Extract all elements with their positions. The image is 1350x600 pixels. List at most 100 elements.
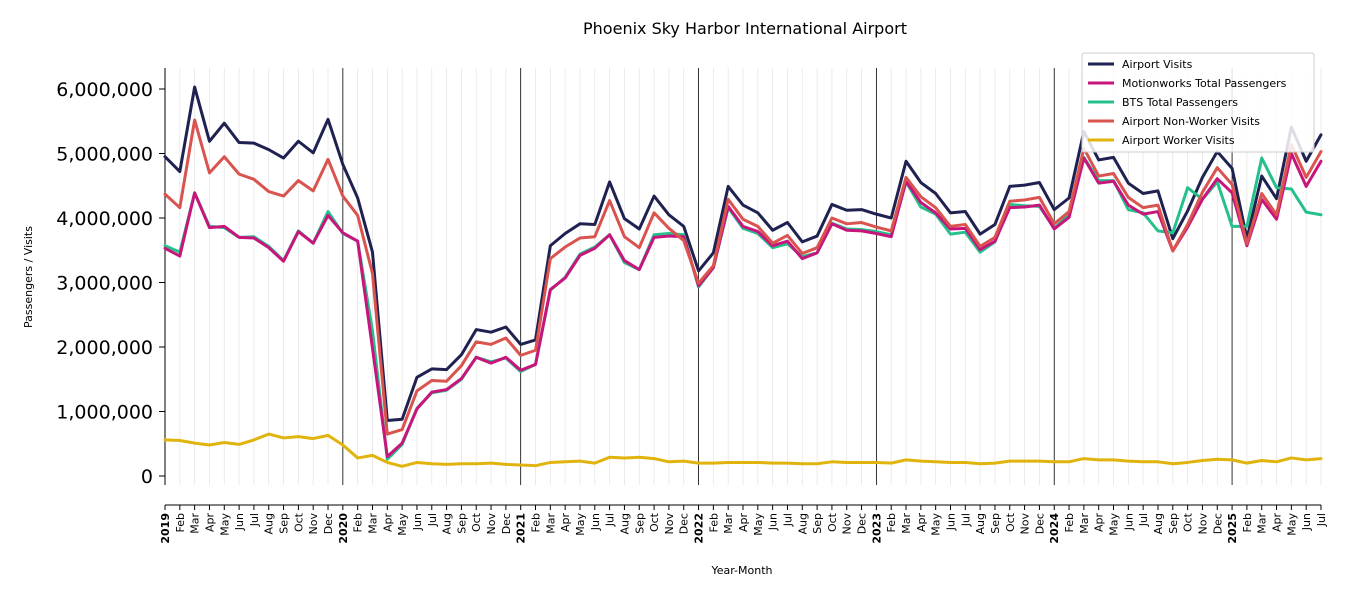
x-tick-month-label: May [752,513,765,536]
legend-label: Airport Non-Worker Visits [1122,115,1260,128]
legend-label: BTS Total Passengers [1122,96,1238,109]
x-tick-month-label: Apr [915,513,928,533]
x-tick-month-label: Mar [722,513,735,534]
x-tick-month-label: Sep [811,513,824,534]
x-tick-month-label: Aug [441,513,454,534]
y-axis-label: Passengers / Visits [22,226,35,328]
legend-box [1081,52,1315,153]
x-tick-month-label: Feb [352,513,365,532]
x-tick-month-label: Mar [544,513,557,534]
x-tick-month-label: Apr [381,513,394,533]
x-tick-month-label: Sep [633,513,646,534]
x-tick-month-label: Jul [1315,513,1328,527]
x-tick-month-label: May [396,513,409,536]
x-tick-month-label: Jun [589,513,602,531]
x-tick-month-label: Oct [1004,512,1017,532]
x-tick-month-label: Feb [707,513,720,532]
x-tick-month-label: Nov [1196,513,1209,535]
x-tick-year-label: 2019 [159,513,172,544]
y-tick-label: 5,000,000 [56,144,153,166]
x-tick-month-label: Jul [959,513,972,527]
x-tick-month-label: Jul [781,513,794,527]
x-tick-month-label: Jul [1137,513,1150,527]
y-tick-label: 6,000,000 [56,79,153,101]
x-tick-month-label: Sep [1167,513,1180,534]
x-tick-month-label: Apr [737,513,750,533]
x-tick-month-label: Jun [1122,513,1135,531]
x-tick-month-label: Apr [1271,513,1284,533]
x-tick-month-label: Oct [470,512,483,532]
series-line-airport-non-worker-visits [163,118,1323,436]
x-tick-month-label: Jul [604,513,617,527]
x-tick-year-label: 2025 [1226,513,1239,544]
x-tick-month-label: Jun [767,513,780,531]
x-tick-month-label: May [218,513,231,536]
x-tick-month-label: Dec [1211,513,1224,534]
x-tick-month-label: Nov [307,513,320,535]
x-tick-month-label: Jun [233,513,246,531]
x-tick-month-label: Sep [989,513,1002,534]
x-tick-month-label: Apr [203,513,216,533]
series-line-airport-visits [163,85,1323,423]
x-tick-month-label: Dec [1033,513,1046,534]
x-tick-month-label: May [930,513,943,536]
x-tick-month-label: Oct [826,512,839,532]
x-tick-month-label: Mar [189,513,202,534]
x-tick-month-label: Nov [485,513,498,535]
x-tick-month-label: Mar [1256,513,1269,534]
x-tick-year-label: 2022 [693,513,706,544]
legend: Airport Visits Motionworks Total Passenge… [1081,52,1315,153]
x-tick-month-label: Dec [500,513,513,534]
x-tick-month-label: Nov [841,513,854,535]
x-tick-month-label: May [574,513,587,536]
x-tick-month-label: Mar [1078,513,1091,534]
y-tick-label: 4,000,000 [56,208,153,230]
y-tick-label: 2,000,000 [56,337,153,359]
x-tick-month-label: Feb [1241,513,1254,532]
series-line-motionworks-total-passengers [163,152,1323,459]
x-axis-label: Year-Month [710,564,772,577]
x-tick-month-label: Apr [559,513,572,533]
x-tick-month-label: Sep [455,513,468,534]
x-tick-month-label: Mar [900,513,913,534]
x-tick-month-label: May [1285,513,1298,536]
series-lines [163,85,1323,468]
x-tick-month-label: Aug [618,513,631,534]
x-tick-month-label: Jul [426,513,439,527]
x-tick-month-label: Feb [1063,513,1076,532]
x-tick-year-label: 2023 [870,513,883,544]
y-axis: 0 1,000,000 2,000,000 3,000,000 4,000,000 5,0… [56,68,166,488]
legend-label: Airport Visits [1122,58,1193,71]
legend-label: Motionworks Total Passengers [1122,77,1287,90]
x-tick-month-label: Aug [1152,513,1165,534]
x-tick-year-label: 2021 [515,513,528,544]
x-tick-month-label: Feb [885,513,898,532]
y-tick-label: 3,000,000 [56,273,153,295]
chart-title: Phoenix Sky Harbor International Airport [583,19,907,38]
y-tick-label: 0 [141,466,153,488]
x-tick-month-label: Aug [263,513,276,534]
x-tick-month-label: Dec [856,513,869,534]
x-tick-month-label: May [1108,513,1121,536]
legend-label: Airport Worker Visits [1122,134,1235,147]
x-tick-month-label: Jun [944,513,957,531]
x-tick-month-label: Nov [663,513,676,535]
x-tick-month-label: Jun [1300,513,1313,531]
x-tick-month-label: Oct [648,512,661,532]
x-tick-month-label: Aug [974,513,987,534]
x-tick-month-label: Dec [322,513,335,534]
x-tick-month-label: Apr [1093,513,1106,533]
x-tick-month-label: Dec [678,513,691,534]
x-tick-year-label: 2024 [1048,513,1061,544]
x-tick-month-label: Jun [411,513,424,531]
x-tick-month-label: Feb [530,513,543,532]
x-tick-month-label: Sep [278,513,291,534]
x-tick-month-label: Feb [174,513,187,532]
x-tick-month-label: Aug [796,513,809,534]
x-tick-month-label: Oct [292,512,305,532]
series-line-airport-worker-visits [163,432,1323,468]
vertical-grid [164,68,1322,485]
x-tick-month-label: Jul [248,513,261,527]
y-tick-label: 1,000,000 [56,402,153,424]
